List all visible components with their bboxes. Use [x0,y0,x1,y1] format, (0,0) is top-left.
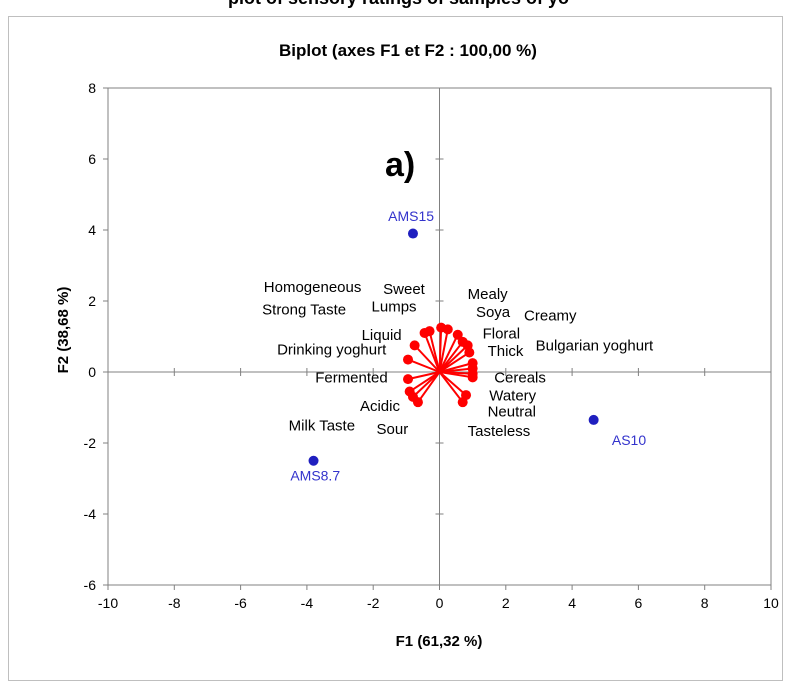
variable-point [403,354,414,365]
variable-label: Bulgarian yoghurt [536,338,654,355]
variable-label: Milk Taste [289,418,355,435]
chart-title: Biplot (axes F1 et F2 : 100,00 %) [279,41,537,60]
variable-vector [438,344,469,373]
variable-vector [438,334,459,373]
variable-label: Drinking yoghurt [277,341,387,358]
observation-point [407,228,418,239]
variable-point [464,347,475,358]
variable-vector [439,371,473,379]
x-tick-label: 4 [568,595,576,611]
y-tick-label: -4 [84,506,97,522]
variable-point [403,374,414,385]
x-tick-label: -2 [367,595,380,611]
variable-label: Soya [476,304,511,321]
variable-label: Liquid [362,327,402,344]
variable-vector [407,371,440,381]
observation-points [308,228,599,466]
x-tick-label: 0 [436,595,444,611]
variable-point [457,397,468,408]
variable-label: Acidic [360,398,401,415]
variable-label: Neutral [488,403,536,420]
observation-label: AS10 [612,432,646,448]
variable-label: Mealy [468,286,509,303]
x-tick-label: 6 [635,595,643,611]
variable-vector [409,371,441,393]
variable-vectors [403,322,478,408]
observation-point [308,455,319,466]
x-tick-label: 2 [502,595,510,611]
observation-point [588,414,599,425]
chart-frame [8,16,783,681]
x-tick-label: -8 [168,595,181,611]
variable-label: Strong Taste [262,301,346,318]
variable-vector [438,327,443,373]
x-tick-label: -10 [98,595,118,611]
variable-vector [438,371,464,403]
variable-point [419,327,430,338]
variable-vector [417,371,441,403]
x-tick-label: 10 [763,595,779,611]
variable-vector [438,351,470,373]
y-tick-label: 8 [88,80,96,96]
variable-vector [412,371,441,398]
variable-point [442,324,453,335]
y-tick-label: 6 [88,151,96,167]
variable-vector [438,329,449,373]
observation-label: AMS15 [388,208,434,224]
axes [103,87,772,590]
variable-vector [413,344,441,373]
tick-labels: -10 -8 -6 -4 -2 0 2 4 6 8 10 -6 -4 -2 0 2 4 6 8 [84,80,779,611]
panel-label: a) [385,146,415,184]
variable-label: Thick [488,343,524,360]
y-tick-label: 4 [88,222,96,238]
variable-point [407,391,418,402]
variable-label: Fermented [315,370,388,387]
variable-point [452,329,463,340]
y-tick-label: -2 [84,435,97,451]
x-tick-label: -6 [234,595,247,611]
variable-vector [407,358,440,373]
observation-label: AMS8.7 [290,467,340,483]
x-axis-label: F1 (61,32 %) [396,633,483,650]
variable-point [409,340,420,351]
variable-label: Floral [483,325,521,342]
variable-label: Lumps [372,299,417,316]
x-tick-label: 8 [701,595,709,611]
y-tick-label: -6 [84,577,97,593]
variable-label: Homogeneous [264,279,362,296]
y-tick-label: 2 [88,293,96,309]
variable-point [467,372,478,383]
variable-vector [423,332,441,373]
variable-label: Watery [489,387,536,404]
variable-vector [438,371,467,396]
variable-label: Sweet [383,281,426,298]
variable-label: Sour [377,421,409,438]
cropped-caption: plot of sensory ratings of samples of yo [0,0,797,9]
variable-label: Cereals [494,370,546,387]
y-axis-label: F2 (38,68 %) [55,287,72,374]
x-tick-label: -4 [301,595,314,611]
y-tick-label: 0 [88,364,96,380]
variable-label: Tasteless [468,423,531,440]
variable-label: Creamy [524,308,577,325]
